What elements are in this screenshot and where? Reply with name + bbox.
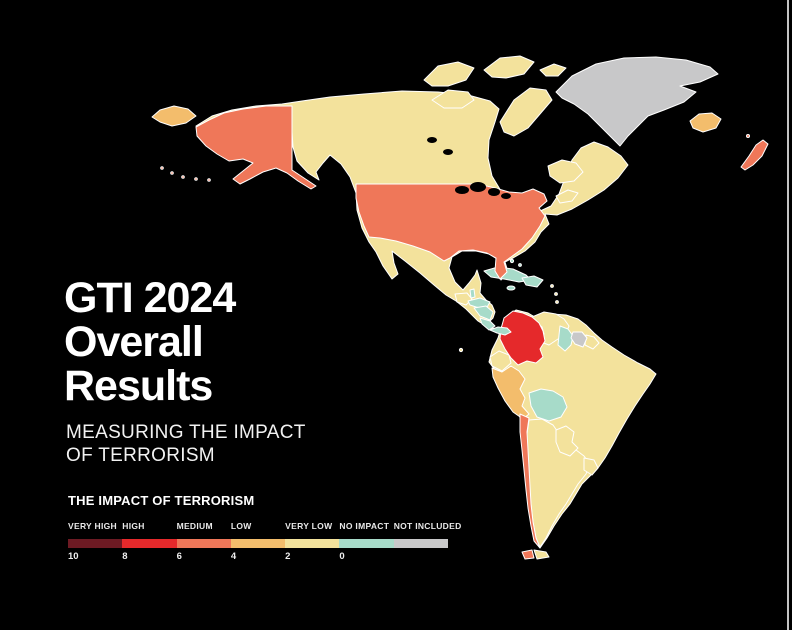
- map-region-tierra-del-fuego-chile: [521, 549, 535, 560]
- map-region-baffin-island: [499, 87, 553, 137]
- legend-bar: [68, 539, 448, 548]
- map-region-lesser-antilles: [555, 300, 559, 304]
- map-region-lesser-antilles: [550, 284, 554, 288]
- map-region-alaska: [195, 105, 317, 190]
- map-region-greenland: [555, 56, 719, 147]
- legend-scale-0: 0: [339, 551, 345, 562]
- legend-label-very_low: VERY LOW: [285, 521, 333, 531]
- map-region-suriname: [570, 331, 588, 348]
- legend-swatch-very_low: [285, 539, 340, 548]
- map-region-lesser-antilles: [554, 292, 558, 296]
- legend-label-medium: MEDIUM: [176, 521, 213, 531]
- legend-label-very_high: VERY HIGH: [68, 521, 117, 531]
- page-title: GTI 2024 Overall Results: [64, 274, 236, 410]
- legend-number-row: 10 8 6 4 2 0: [68, 551, 448, 563]
- map-region-russia-chukotka: [151, 105, 197, 127]
- map-region-paraguay: [555, 425, 579, 457]
- legend-swatch-high: [122, 539, 177, 548]
- right-edge-line: [787, 0, 789, 630]
- legend-scale-8: 8: [122, 551, 128, 562]
- legend-swatch-medium: [176, 539, 231, 548]
- map-region-jamaica: [506, 285, 516, 291]
- map-region-tierra-del-fuego-argentina: [533, 549, 550, 560]
- great-lakes: [470, 182, 486, 192]
- title-line-2: Overall: [64, 318, 204, 366]
- canadian-lakes: [427, 137, 437, 143]
- map-region-colombia: [499, 310, 546, 366]
- map-region-united-kingdom: [740, 139, 769, 171]
- map-region-bahamas: [518, 263, 522, 267]
- map-region-nicaragua: [473, 305, 494, 321]
- subtitle-line-2: OF TERRORISM: [66, 445, 215, 466]
- map-region-galapagos: [458, 347, 464, 353]
- legend-scale-10: 10: [68, 551, 79, 562]
- title-line-3: Results: [64, 362, 213, 410]
- map-region-costa-rica: [479, 317, 496, 331]
- map-region-uruguay: [583, 457, 599, 476]
- legend-label-low: LOW: [230, 521, 252, 531]
- great-lakes: [501, 193, 511, 199]
- map-region-aleutian-island: [181, 175, 185, 179]
- legend-swatch-not_included: [393, 539, 448, 548]
- map-region-arctic-island: [423, 61, 475, 87]
- map-region-peru: [491, 365, 530, 420]
- legend-label-not_included: NOT INCLUDED: [393, 521, 462, 531]
- map-region-iceland: [689, 112, 722, 133]
- map-region-arctic-island: [431, 89, 475, 109]
- subtitle-line-1: MEASURING THE IMPACT: [66, 422, 306, 443]
- map-region-guyana: [557, 325, 574, 352]
- page-subtitle: MEASURING THE IMPACT OF TERRORISM: [66, 421, 306, 467]
- map-region-united-states: [355, 183, 548, 280]
- legend-scale-2: 2: [285, 551, 291, 562]
- map-region-aleutian-island: [207, 178, 211, 182]
- map-region-hispaniola: [521, 275, 544, 288]
- legend-label-no_impact: NO IMPACT: [339, 521, 390, 531]
- legend-title: THE IMPACT OF TERRORISM: [68, 493, 255, 508]
- map-region-nova-scotia: [555, 189, 579, 204]
- map-region-belize: [469, 288, 476, 299]
- legend-label-row: VERY HIGH HIGH MEDIUM LOW VERY LOW NO IMPACT N…: [68, 521, 461, 531]
- map-region-chile: [519, 413, 541, 549]
- legend-swatch-very_high: [68, 539, 123, 548]
- great-lakes: [455, 186, 469, 194]
- map-region-newfoundland: [547, 159, 584, 184]
- legend-swatch-low: [230, 539, 286, 548]
- map-region-bolivia: [528, 388, 568, 422]
- map-region-aleutian-island: [160, 166, 164, 170]
- map-region-bahamas: [509, 258, 515, 264]
- legend-label-high: HIGH: [122, 521, 145, 531]
- map-region-panama: [489, 326, 512, 336]
- great-lakes: [488, 188, 500, 196]
- legend-scale-4: 4: [230, 551, 237, 562]
- canadian-lakes: [443, 149, 453, 155]
- map-region-aleutian-island: [170, 171, 174, 175]
- legend: THE IMPACT OF TERRORISM VERY HIGH HIGH MED…: [68, 493, 488, 562]
- title-line-1: GTI 2024: [64, 274, 236, 322]
- map-region-ecuador: [489, 350, 512, 372]
- legend-swatch-no_impact: [339, 539, 394, 548]
- map-region-faroe: [746, 134, 750, 138]
- legend-scale-6: 6: [176, 551, 182, 562]
- map-region-arctic-island: [483, 55, 535, 79]
- map-region-arctic-island: [539, 63, 567, 77]
- map-region-aleutian-island: [194, 177, 198, 181]
